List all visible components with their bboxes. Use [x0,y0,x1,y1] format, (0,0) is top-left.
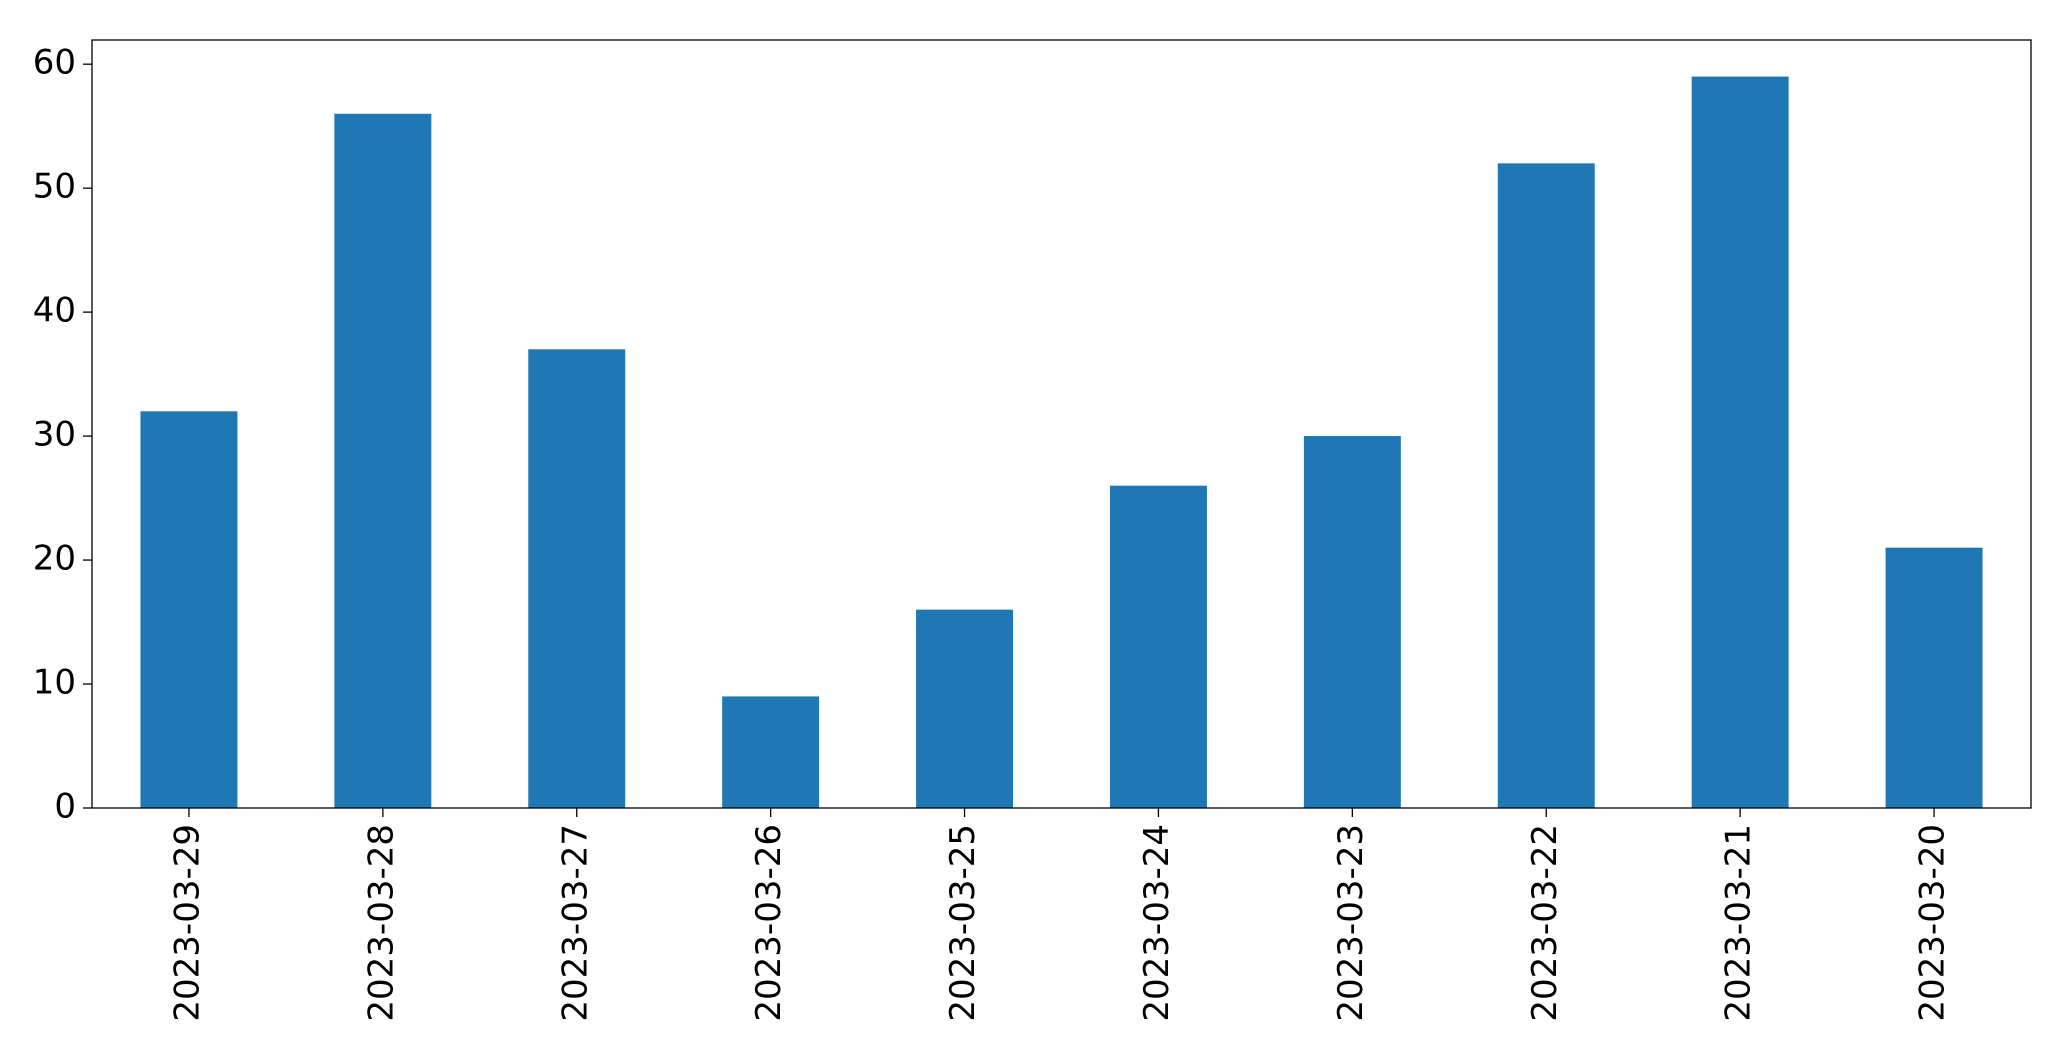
x-tick-label: 2023-03-22 [1525,824,1565,1022]
bar [1497,163,1595,809]
y-tick-label: 0 [54,787,76,827]
y-tick-label: 30 [33,415,76,455]
y-tick-label: 10 [33,663,76,703]
x-tick-label: 2023-03-21 [1719,824,1759,1022]
x-tick-label: 2023-03-29 [167,824,207,1022]
bar [528,349,626,808]
x-tick-label: 2023-03-25 [943,824,983,1022]
bar [1109,485,1207,808]
x-tick-label: 2023-03-24 [1137,824,1177,1022]
bar [1885,547,1983,808]
x-tick-label: 2023-03-23 [1331,824,1371,1022]
bar [1691,76,1789,809]
bar [916,609,1014,808]
x-tick-label: 2023-03-20 [1913,824,1953,1022]
bar [334,113,432,809]
x-tick-label: 2023-03-28 [361,824,401,1022]
x-tick-label: 2023-03-27 [555,824,595,1022]
y-tick-label: 50 [33,167,76,207]
y-tick-label: 60 [33,43,76,83]
y-tick-label: 20 [33,539,76,579]
y-tick-label: 40 [33,291,76,331]
plot-frame [91,39,2032,809]
bar [1303,436,1401,808]
bar [722,696,820,808]
x-tick-label: 2023-03-26 [749,824,789,1022]
bar [140,411,238,808]
